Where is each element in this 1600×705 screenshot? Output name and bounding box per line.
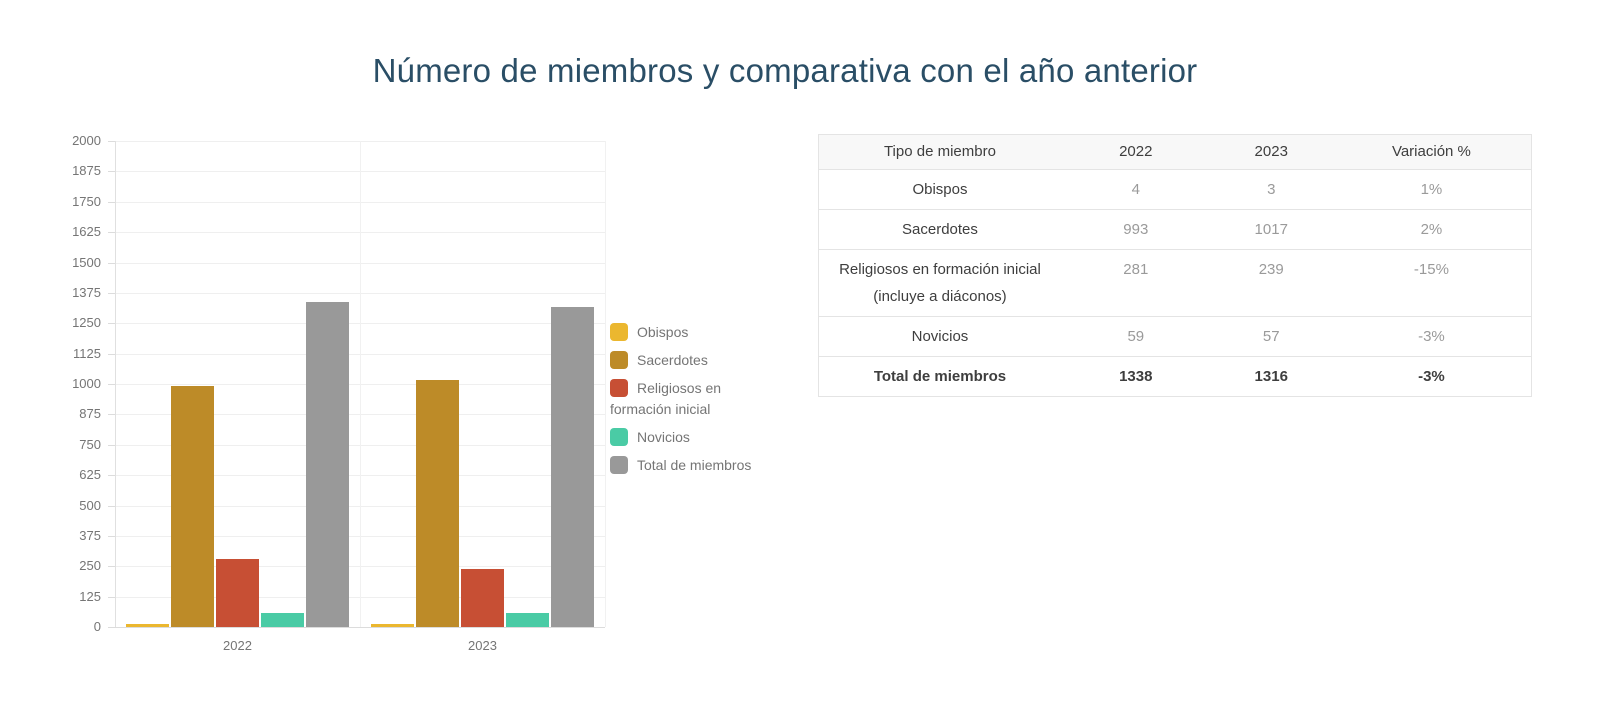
- bar-2023-novicios[interactable]: [506, 613, 549, 627]
- value-2022-cell: 4: [1060, 169, 1211, 210]
- bar-2022-total-de-miembros[interactable]: [306, 302, 349, 627]
- y-axis-tick: [108, 535, 115, 537]
- legend-item-novicios: Novicios: [610, 427, 772, 448]
- bar-2023-obispos[interactable]: [371, 624, 414, 627]
- member-type-cell: Religiosos en formación inicial (incluye …: [818, 249, 1061, 317]
- member-type-cell: Obispos: [818, 169, 1061, 210]
- y-axis-label: 125: [79, 588, 101, 604]
- gridline-vertical: [605, 141, 606, 627]
- y-axis-tick: [108, 505, 115, 507]
- chart-plot-area: 0 125 250 375 500 625 750 875 1000 1125 1250 1375 15…: [72, 133, 606, 653]
- gridline: [115, 627, 605, 628]
- member-type-cell: Novicios: [818, 316, 1061, 357]
- page-title: Número de miembros y comparativa con el …: [372, 52, 1198, 89]
- value-2023-cell: 239: [1210, 249, 1332, 317]
- y-axis-label: 1500: [72, 254, 101, 270]
- legend-swatch-icon: [610, 456, 628, 474]
- value-2023-cell: 3: [1210, 169, 1332, 210]
- y-axis-label: 0: [93, 619, 101, 634]
- legend-swatch-icon: [610, 323, 628, 341]
- bar-2022-obispos[interactable]: [126, 624, 169, 627]
- y-axis-label: 1375: [72, 284, 101, 300]
- member-type-cell: Total de miembros: [818, 356, 1061, 397]
- y-axis-label: 1875: [72, 163, 101, 179]
- y-axis-label: 750: [79, 436, 101, 452]
- x-axis-label-2022: 2022: [223, 638, 252, 653]
- member-type-cell: Sacerdotes: [818, 209, 1061, 250]
- bar-2022-novicios[interactable]: [261, 613, 304, 627]
- legend-swatch-icon: [610, 379, 628, 397]
- y-axis-label: 1000: [72, 376, 101, 391]
- value-2023-cell: 1316: [1210, 356, 1332, 397]
- legend-item-sacerdotes: Sacerdotes: [610, 350, 772, 371]
- table-header-cell: Tipo de miembro: [818, 134, 1061, 170]
- legend-item-total-de-miembros: Total de miembros: [610, 455, 772, 476]
- variation-cell: 2%: [1331, 209, 1532, 250]
- y-axis-tick: [108, 596, 115, 598]
- members-comparison-table: Tipo de miembro 2022 2023 Variación % Obispo…: [818, 134, 1532, 397]
- table-header-cell: 2022: [1060, 134, 1211, 170]
- bar-2022-sacerdotes[interactable]: [171, 386, 214, 627]
- y-axis-tick: [108, 323, 115, 325]
- table-header-row: Tipo de miembro 2022 2023 Variación %: [818, 134, 1532, 170]
- value-2022-cell: 281: [1060, 249, 1211, 317]
- table-row-obispos: Obispos 4 3 1%: [818, 169, 1532, 210]
- y-axis-tick: [108, 444, 115, 446]
- table-row-sacerdotes: Sacerdotes 993 1017 2%: [818, 209, 1532, 250]
- y-axis-label: 2000: [72, 133, 101, 148]
- y-axis-tick: [108, 262, 115, 264]
- legend-label: Total de miembros: [637, 457, 752, 473]
- bar-2023-total-de-miembros[interactable]: [551, 307, 594, 627]
- value-2022-cell: 1338: [1060, 356, 1211, 397]
- y-axis-tick: [108, 566, 115, 568]
- variation-cell: 1%: [1331, 169, 1532, 210]
- y-axis-tick: [108, 171, 115, 173]
- y-axis-label: 250: [79, 558, 101, 574]
- y-axis-label: 500: [79, 497, 101, 513]
- y-axis-tick: [108, 292, 115, 294]
- value-2023-cell: 57: [1210, 316, 1332, 357]
- y-axis-tick: [108, 353, 115, 355]
- y-axis-line: [115, 141, 116, 627]
- y-axis-label: 1750: [72, 193, 101, 209]
- value-2023-cell: 1017: [1210, 209, 1332, 250]
- legend-item-obispos: Obispos: [610, 322, 772, 343]
- legend-label: Obispos: [637, 324, 689, 340]
- legend-label: Religiosos en formación inicial: [610, 380, 722, 417]
- y-axis-tick: [108, 384, 115, 385]
- y-axis-label: 625: [79, 467, 101, 483]
- y-axis-tick: [108, 627, 115, 628]
- y-axis-tick: [108, 141, 115, 142]
- y-axis-label: 875: [79, 406, 101, 422]
- gridline-vertical: [360, 141, 361, 627]
- legend-swatch-icon: [610, 351, 628, 369]
- x-axis-label-2023: 2023: [468, 638, 497, 653]
- legend-label: Novicios: [637, 429, 690, 445]
- variation-cell: -15%: [1331, 249, 1532, 317]
- y-axis-label: 1125: [73, 345, 101, 361]
- legend-swatch-icon: [610, 428, 628, 446]
- y-axis-tick: [108, 232, 115, 234]
- table-row-novicios: Novicios 59 57 -3%: [818, 316, 1532, 357]
- bar-2023-sacerdotes[interactable]: [416, 380, 459, 627]
- table-row-religiosos-en-formaci-n-inicial: Religiosos en formación inicial (incluye …: [818, 249, 1532, 317]
- table-header-cell: 2023: [1210, 134, 1332, 170]
- table-header-cell: Variación %: [1331, 134, 1532, 170]
- variation-cell: -3%: [1331, 316, 1532, 357]
- table-row-total-de-miembros: Total de miembros 1338 1316 -3%: [818, 356, 1532, 397]
- value-2022-cell: 993: [1060, 209, 1211, 250]
- bar-2022-religiosos-en-formaci-n-inicial[interactable]: [216, 559, 259, 627]
- y-axis-tick: [108, 414, 115, 416]
- bar-2023-religiosos-en-formaci-n-inicial[interactable]: [461, 569, 504, 627]
- value-2022-cell: 59: [1060, 316, 1211, 357]
- y-axis-tick: [108, 475, 115, 477]
- legend-label: Sacerdotes: [637, 352, 708, 368]
- y-axis-tick: [108, 201, 115, 203]
- legend-item-religiosos-en-formaci-n-inicial: Religiosos en formación inicial: [610, 378, 772, 420]
- chart-legend: Obispos Sacerdotes Religiosos en formación…: [610, 322, 772, 483]
- y-axis-label: 1625: [72, 224, 101, 240]
- y-axis-label: 375: [79, 527, 101, 543]
- y-axis-label: 1250: [72, 315, 101, 331]
- variation-cell: -3%: [1331, 356, 1532, 397]
